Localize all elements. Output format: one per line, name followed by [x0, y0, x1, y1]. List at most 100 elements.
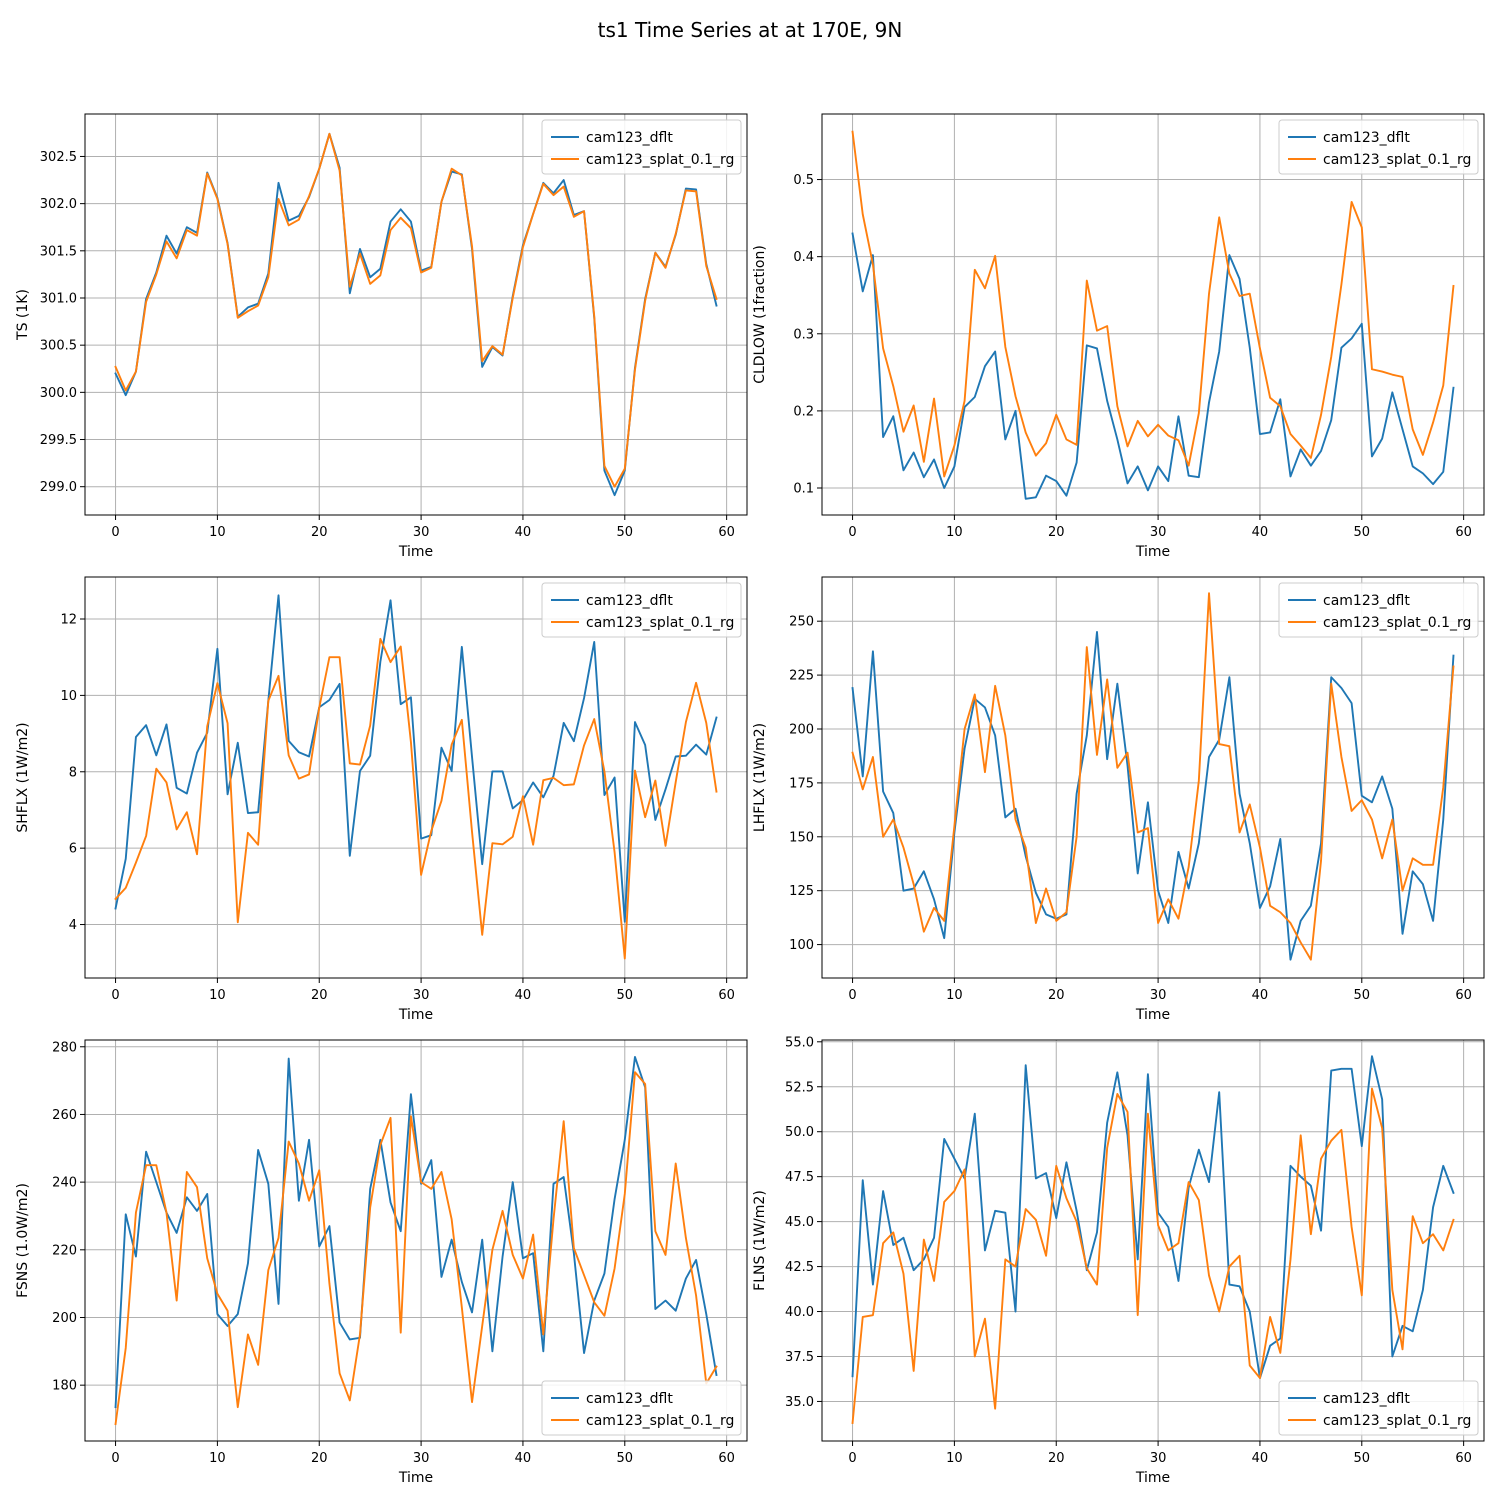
x-tick-label: 40 — [515, 525, 532, 540]
x-tick-label: 50 — [617, 525, 634, 540]
x-axis-label: Time — [1135, 1007, 1170, 1023]
legend-label-1: cam123_splat_0.1_rg — [1323, 615, 1471, 631]
series-line-1 — [851, 592, 1455, 961]
x-tick-label: 30 — [413, 988, 430, 1003]
y-tick-label: 50.0 — [785, 1125, 814, 1140]
x-tick-label: 20 — [1048, 525, 1065, 540]
x-tick-label: 50 — [1354, 525, 1371, 540]
y-tick-label: 240 — [52, 1176, 77, 1191]
y-tick-label: 0.4 — [793, 250, 814, 265]
x-tick-label: 30 — [413, 525, 430, 540]
series-line-0 — [114, 1055, 718, 1409]
x-tick-label: 20 — [1048, 988, 1065, 1003]
y-tick-label: 200 — [52, 1311, 77, 1326]
y-tick-label: 12 — [60, 613, 77, 628]
y-tick-label: 8 — [69, 765, 77, 780]
x-tick-label: 10 — [209, 988, 226, 1003]
x-tick-label: 30 — [1150, 988, 1167, 1003]
x-axis-label: Time — [1135, 544, 1170, 560]
x-tick-label: 0 — [848, 988, 856, 1003]
legend-frame — [541, 119, 742, 175]
y-tick-label: 280 — [52, 1040, 77, 1055]
x-axis-label: Time — [1135, 1470, 1170, 1486]
y-tick-label: 0.2 — [793, 404, 814, 419]
legend-label-1: cam123_splat_0.1_rg — [586, 615, 734, 631]
x-tick-label: 40 — [1252, 1451, 1269, 1466]
x-tick-label: 60 — [1455, 988, 1472, 1003]
x-tick-label: 20 — [311, 525, 328, 540]
y-tick-label: 175 — [789, 776, 814, 791]
axes-frame — [821, 1039, 1485, 1442]
x-axis-label: Time — [398, 1007, 433, 1023]
subplot-1: 0 10 20 30 40 50 60 0.1 0.2 0.3 0.4 0.5 Time CLDLOW (… — [752, 113, 1485, 560]
legend-frame — [541, 1380, 742, 1436]
series-line-1 — [114, 1071, 718, 1426]
y-tick-label: 100 — [789, 938, 814, 953]
legend: cam123_dflt cam123_splat_0.1_rg — [1278, 582, 1479, 638]
legend-label-1: cam123_splat_0.1_rg — [1323, 152, 1471, 168]
x-tick-label: 40 — [1252, 988, 1269, 1003]
x-tick-label: 0 — [848, 525, 856, 540]
subplot-5: 0 10 20 30 40 50 60 35.0 37.5 40.0 42.5 45.0 47.5 50.… — [752, 1035, 1485, 1486]
y-axis-label: LHFLX (1W/m2) — [752, 723, 768, 832]
x-tick-label: 50 — [617, 1451, 634, 1466]
x-tick-label: 10 — [946, 525, 963, 540]
legend: cam123_dflt cam123_splat_0.1_rg — [541, 1380, 742, 1436]
subplot-2: 0 10 20 30 40 50 60 4 6 8 10 12 Time SHFLX (1W/m2) cam… — [15, 576, 748, 1023]
x-tick-label: 20 — [1048, 1451, 1065, 1466]
y-axis-label: SHFLX (1W/m2) — [15, 722, 31, 832]
y-tick-label: 125 — [789, 884, 814, 899]
series-line-1 — [851, 1087, 1455, 1425]
legend-frame — [1278, 1380, 1479, 1436]
legend-label-0: cam123_dflt — [1323, 130, 1410, 146]
y-tick-label: 45.0 — [785, 1215, 814, 1230]
x-tick-label: 10 — [209, 525, 226, 540]
x-tick-label: 30 — [413, 1451, 430, 1466]
y-axis-label: TS (1K) — [15, 289, 31, 341]
series-line-0 — [851, 232, 1455, 500]
y-tick-label: 300.0 — [40, 386, 77, 401]
y-tick-label: 55.0 — [785, 1035, 814, 1050]
y-tick-label: 0.3 — [793, 327, 814, 342]
y-tick-label: 40.0 — [785, 1305, 814, 1320]
legend-frame — [1278, 582, 1479, 638]
axes-frame — [821, 576, 1485, 979]
x-tick-label: 10 — [209, 1451, 226, 1466]
legend-label-0: cam123_dflt — [586, 593, 673, 609]
legend: cam123_dflt cam123_splat_0.1_rg — [541, 582, 742, 638]
y-tick-label: 299.0 — [40, 480, 77, 495]
y-tick-label: 52.5 — [785, 1080, 814, 1095]
series-line-1 — [851, 130, 1455, 478]
y-tick-label: 4 — [69, 918, 77, 933]
y-tick-label: 180 — [52, 1379, 77, 1394]
x-tick-label: 60 — [718, 1451, 735, 1466]
series-line-1 — [114, 637, 718, 960]
x-tick-label: 60 — [1455, 1451, 1472, 1466]
x-tick-label: 50 — [617, 988, 634, 1003]
y-tick-label: 47.5 — [785, 1170, 814, 1185]
legend: cam123_dflt cam123_splat_0.1_rg — [541, 119, 742, 175]
legend-label-1: cam123_splat_0.1_rg — [586, 1413, 734, 1429]
legend-label-0: cam123_dflt — [1323, 1391, 1410, 1407]
legend: cam123_dflt cam123_splat_0.1_rg — [1278, 119, 1479, 175]
y-tick-label: 150 — [789, 830, 814, 845]
y-tick-label: 42.5 — [785, 1260, 814, 1275]
y-axis-label: FSNS (1.0W/m2) — [15, 1183, 31, 1298]
y-tick-label: 302.0 — [40, 197, 77, 212]
y-tick-label: 0.5 — [793, 173, 814, 188]
x-tick-label: 60 — [718, 988, 735, 1003]
series-line-1 — [114, 132, 718, 488]
x-axis-label: Time — [398, 1470, 433, 1486]
x-tick-label: 30 — [1150, 525, 1167, 540]
x-tick-label: 50 — [1354, 1451, 1371, 1466]
y-axis-label: CLDLOW (1fraction) — [752, 245, 768, 384]
axes-frame — [84, 576, 748, 979]
x-tick-label: 60 — [718, 525, 735, 540]
x-tick-label: 10 — [946, 1451, 963, 1466]
y-tick-label: 300.5 — [40, 339, 77, 354]
x-tick-label: 20 — [311, 1451, 328, 1466]
legend-label-1: cam123_splat_0.1_rg — [1323, 1413, 1471, 1429]
y-tick-label: 302.5 — [40, 150, 77, 165]
legend-frame — [1278, 119, 1479, 175]
